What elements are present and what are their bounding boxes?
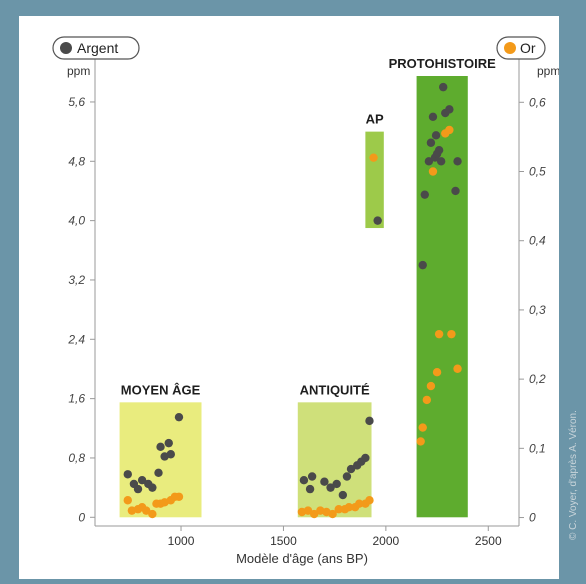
argent-point-9 [164,438,173,448]
argent-point-14 [307,472,317,481]
argent-point-3 [137,476,147,485]
period-band-2 [365,131,384,229]
argent-point-23 [361,453,370,463]
argent-point-15 [320,477,329,486]
left-tick-label-5: 4,0 [68,214,85,228]
or-point-13 [303,506,313,515]
right-tick-label-0: 0 [529,511,536,525]
right-tick-label-4: 0,4 [529,234,546,248]
right-tick-label-3: 0,3 [529,303,546,317]
legend-or-label: Or [520,40,536,56]
legend-argent-box [52,36,140,60]
x-tick-label-1: 1500 [270,534,297,548]
or-point-35 [447,329,456,339]
argent-point-6 [154,468,163,477]
argent-point-12 [299,476,309,485]
argent-point-38 [445,105,454,114]
argent-point-30 [428,112,438,121]
or-point-27 [418,423,427,432]
period-label-3: PROTOHISTOIRE [389,56,496,71]
right-tick-label-5: 0,5 [529,165,546,179]
or-point-36 [453,364,462,373]
argent-point-10 [166,450,175,459]
argent-point-7 [156,442,165,452]
argent-point-16 [326,483,335,492]
or-point-25 [369,153,378,162]
argent-point-39 [451,186,460,196]
left-tick-label-3: 2,4 [67,332,85,346]
left-tick-label-6: 4,8 [68,154,85,168]
argent-point-36 [439,82,448,92]
argent-point-13 [305,484,315,494]
argent-point-24 [365,416,374,426]
or-point-20 [344,502,354,512]
period-label-0: MOYEN ÂGE [121,382,201,397]
credit-text: © C. Voyer, d'après A. Véron. [568,410,579,540]
or-point-5 [148,509,157,519]
or-point-18 [334,505,343,514]
left-tick-label-1: 0,8 [68,451,85,465]
argent-point-32 [431,131,441,140]
or-point-30 [428,167,438,176]
period-label-1: ANTIQUITÉ [300,382,370,397]
period-label-2: AP [366,112,384,127]
or-point-0 [123,496,132,505]
argent-point-34 [434,145,444,155]
or-point-28 [422,395,432,405]
left-tick-label-2: 1,6 [68,392,85,406]
legend-argent-label: Argent [77,40,118,56]
argent-point-40 [453,157,462,166]
left-tick-label-0: 0 [78,510,85,524]
argent-point-18 [338,490,348,500]
or-point-22 [355,499,364,508]
credit-line-wrapper: © C. Voyer, d'après A. Véron. [560,0,586,579]
or-point-14 [309,509,319,519]
or-point-31 [432,368,442,377]
or-point-32 [434,329,444,339]
scatter-chart: MOYEN ÂGE ANTIQUITÉ AP PROTOHISTOIRE 0 0,8 1,6… [52,36,559,566]
argent-point-27 [420,190,429,199]
argent-point-17 [332,479,341,489]
or-point-4 [142,506,151,515]
legend-argent-marker [60,42,72,54]
or-point-29 [426,381,436,391]
argent-point-35 [436,157,446,166]
argent-point-25 [373,216,382,225]
left-axis-unit: ppm [67,64,90,78]
x-tick-label-2: 2000 [373,534,400,548]
or-point-17 [328,509,337,519]
argent-point-26 [418,260,427,270]
x-tick-label-0: 1000 [168,534,195,548]
right-tick-label-1: 0,1 [529,441,546,455]
x-tick-label-3: 2500 [475,534,502,548]
argent-point-0 [123,470,132,479]
or-point-26 [416,437,425,446]
period-band-0 [119,402,202,518]
left-tick-label-4: 3,2 [68,273,85,287]
argent-point-2 [133,484,143,494]
or-point-24 [365,496,374,505]
argent-point-29 [426,138,436,147]
argent-point-5 [148,483,157,492]
period-band-3 [416,76,468,518]
argent-point-20 [346,464,356,474]
right-tick-label-2: 0,2 [529,372,546,386]
x-axis-title: Modèle d'âge (ans BP) [236,551,368,566]
argent-point-28 [424,157,434,166]
left-tick-label-7: 5,6 [68,95,85,109]
or-point-11 [174,492,184,501]
right-tick-label-6: 0,6 [529,95,546,109]
or-point-34 [445,125,454,135]
chart-panel: MOYEN ÂGE ANTIQUITÉ AP PROTOHISTOIRE 0 0,8 1,6… [19,16,559,579]
argent-point-11 [174,412,184,422]
right-axis-unit: ppm [537,64,559,78]
argent-point-19 [342,472,352,481]
legend-or-marker [504,42,516,54]
